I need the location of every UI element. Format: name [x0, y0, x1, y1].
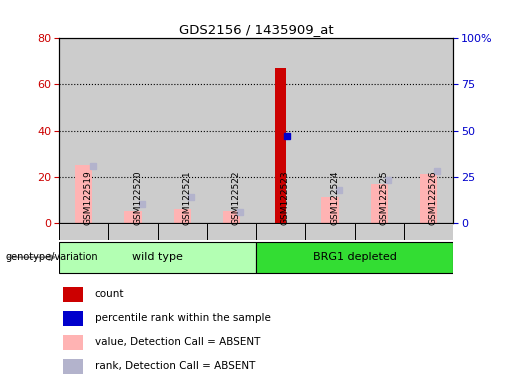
Text: genotype/variation: genotype/variation — [5, 252, 98, 262]
Bar — [404, 223, 453, 240]
Bar — [207, 223, 256, 240]
Text: percentile rank within the sample: percentile rank within the sample — [95, 313, 270, 323]
Text: GSM122524: GSM122524 — [330, 171, 339, 225]
Text: GSM122520: GSM122520 — [133, 170, 142, 225]
Text: GSM122523: GSM122523 — [281, 170, 290, 225]
Bar — [256, 223, 305, 240]
Bar — [207, 38, 256, 223]
Bar — [158, 223, 207, 240]
Text: GSM122526: GSM122526 — [428, 170, 438, 225]
Bar — [256, 38, 305, 223]
Bar — [125, 211, 142, 223]
Bar — [174, 209, 191, 223]
Text: rank, Detection Call = ABSENT: rank, Detection Call = ABSENT — [95, 361, 255, 371]
Bar — [256, 242, 453, 273]
Text: GSM122522: GSM122522 — [232, 171, 241, 225]
Title: GDS2156 / 1435909_at: GDS2156 / 1435909_at — [179, 23, 334, 36]
Bar — [63, 287, 83, 302]
Bar — [109, 223, 158, 240]
Text: wild type: wild type — [132, 252, 183, 262]
Text: count: count — [95, 289, 124, 299]
Text: value, Detection Call = ABSENT: value, Detection Call = ABSENT — [95, 337, 260, 347]
Bar — [59, 38, 109, 223]
Text: GSM122525: GSM122525 — [380, 170, 388, 225]
Bar — [420, 174, 437, 223]
Text: GSM122521: GSM122521 — [182, 170, 192, 225]
Bar — [59, 223, 109, 240]
Bar — [59, 242, 256, 273]
Bar — [276, 68, 286, 223]
Bar — [371, 184, 388, 223]
Bar — [158, 38, 207, 223]
Bar — [404, 38, 453, 223]
Bar — [223, 211, 240, 223]
Bar — [305, 38, 355, 223]
Bar — [75, 165, 93, 223]
Bar — [321, 197, 339, 223]
Text: BRG1 depleted: BRG1 depleted — [313, 252, 397, 262]
Bar — [63, 359, 83, 374]
Bar — [305, 223, 355, 240]
Bar — [355, 223, 404, 240]
Bar — [355, 38, 404, 223]
Bar — [109, 38, 158, 223]
Bar — [63, 311, 83, 326]
Text: GSM122519: GSM122519 — [84, 170, 93, 225]
Bar — [63, 335, 83, 349]
